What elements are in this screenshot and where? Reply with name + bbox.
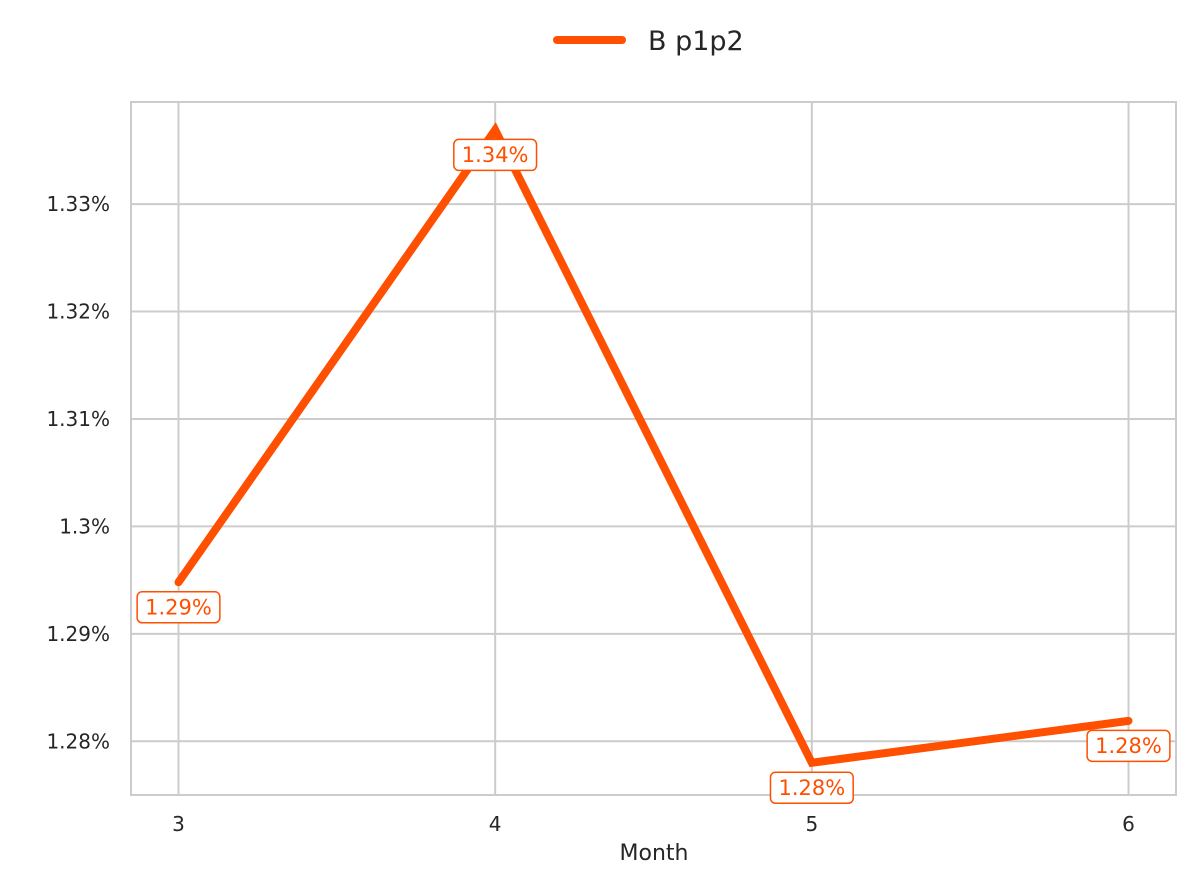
data-label-text: 1.28%	[1095, 734, 1162, 758]
data-label: 1.29%	[136, 591, 221, 624]
legend-label-b-p1p2: B p1p2	[648, 26, 744, 57]
data-point	[175, 579, 182, 586]
x-axis-title: Month	[620, 841, 689, 866]
x-tick-label: 3	[172, 812, 185, 836]
x-tick-label: 4	[489, 812, 502, 836]
data-label-box	[453, 138, 538, 172]
y-axis-ticks: 1.28% 1.29% 1.3% 1.31% 1.32% 1.33%	[46, 192, 110, 753]
y-tick-label: 1.28%	[46, 729, 110, 753]
data-point	[808, 759, 815, 766]
x-axis-ticks: 3 4 5 6	[172, 812, 1135, 836]
data-label-box	[136, 591, 221, 624]
data-label: 1.28%	[769, 771, 854, 805]
data-label-box	[1086, 729, 1171, 763]
plot-area-frame	[130, 101, 1177, 796]
x-tick-label: 5	[805, 812, 818, 836]
data-point	[1125, 717, 1132, 724]
data-label: 1.34%	[453, 138, 538, 172]
data-label: 1.28%	[1086, 729, 1171, 763]
data-label-box	[769, 771, 854, 805]
y-tick-label: 1.32%	[46, 300, 110, 324]
data-point	[492, 126, 499, 133]
y-tick-label: 1.31%	[46, 407, 110, 431]
series-line	[174, 122, 1133, 768]
y-tick-label: 1.29%	[46, 622, 110, 646]
legend: B p1p2	[553, 26, 744, 57]
data-label-text: 1.34%	[462, 143, 529, 167]
y-tick-label: 1.33%	[46, 192, 110, 216]
data-label-text: 1.29%	[145, 595, 212, 619]
data-label-text: 1.28%	[778, 776, 845, 800]
series-b-p1p2	[174, 122, 1133, 768]
x-tick-label: 6	[1122, 812, 1135, 836]
gridlines	[131, 102, 1176, 795]
data-labels: 1.29% 1.34% 1.28% 1.28%	[136, 138, 1171, 805]
y-tick-label: 1.3%	[59, 514, 110, 538]
